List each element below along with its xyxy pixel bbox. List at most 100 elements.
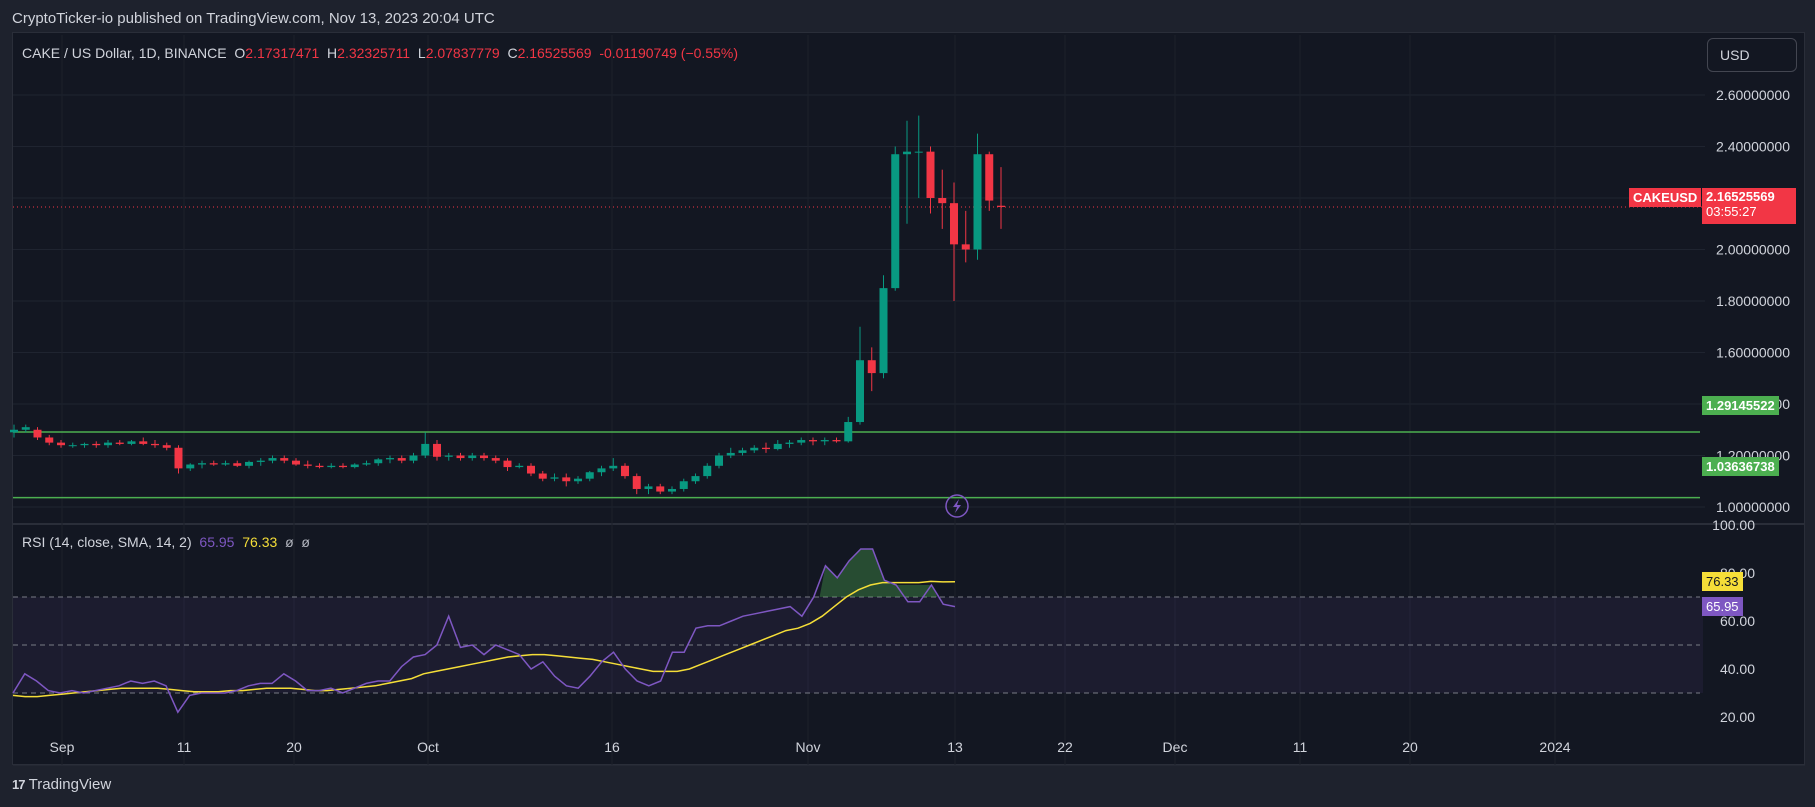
candle-body [21,427,30,430]
price-tick-label: 2.60000000 [1716,87,1790,103]
candle-body [362,463,371,465]
candle-body [468,455,477,459]
time-tick-label: 2024 [1539,739,1570,755]
candle-body [233,463,242,466]
time-tick-label: 22 [1057,739,1073,755]
candle-body [444,455,453,457]
candle-body [397,458,406,461]
last-price-tag: 2.16525569 03:55:27 [1702,188,1796,224]
rsi-tick-label: 60.00 [1720,613,1755,629]
time-tick-label: 13 [947,739,963,755]
support-high-tag: 1.29145522 [1702,396,1779,415]
candle-body [621,465,629,477]
candle-body [844,422,853,442]
rsi-tick-label: 100.00 [1712,517,1755,533]
candle-body [668,488,676,492]
candle-body [421,443,430,456]
candle-body [738,450,747,453]
time-tick-label: Nov [796,739,821,755]
currency-button[interactable]: USD [1707,38,1797,72]
candle-body [867,360,876,374]
high-value: 2.32325711 [337,45,411,61]
high-label: H [327,45,338,61]
candle-body [268,458,277,461]
candle-body [386,458,394,460]
candle-body [303,464,312,466]
candle-body [997,205,1005,208]
candle-body [186,464,195,469]
candle-body [726,452,735,456]
candle-body [374,459,383,464]
candle-body [139,441,148,444]
candle-body [879,288,888,374]
rsi-sma-tag: 76.33 [1702,572,1743,591]
time-tick-label: 20 [1402,739,1418,755]
candle-body [762,447,770,450]
candle-body [632,476,641,489]
time-tick-label: 11 [177,739,192,755]
candle-body [715,455,723,466]
candle-body [938,198,947,204]
rsi-indicator-label[interactable]: RSI (14, close, SMA, 14, 2) [22,534,192,550]
candle-body [985,154,994,201]
symbol-label[interactable]: CAKE / US Dollar, 1D, BINANCE [22,45,227,61]
chart-frame[interactable] [12,32,1805,765]
footer-brand: TradingView [28,776,112,793]
rsi-legend-value: 65.95 [199,534,235,550]
candle-body [903,151,911,155]
candle-body [33,429,42,438]
candle-body [914,151,923,153]
candle-body [950,203,958,245]
rsi-legend: RSI (14, close, SMA, 14, 2) 65.95 76.33 … [22,534,310,550]
rsi-extra-2: ø [301,534,310,550]
low-label: L [417,45,426,61]
candle-body [926,151,935,198]
candle-body [456,455,465,459]
candle-body [773,443,782,450]
rsi-tick-label: 40.00 [1720,661,1755,677]
time-tick-label: Dec [1163,739,1188,755]
price-legend: CAKE / US Dollar, 1D, BINANCE O2.1731747… [22,45,738,61]
time-tick-label: 20 [286,739,302,755]
candle-body [597,468,606,473]
time-tick-label: Sep [50,739,75,755]
candle-body [292,460,300,465]
close-value: 2.16525569 [517,45,592,61]
candle-body [409,455,418,461]
candle-body [209,463,218,465]
price-tick-label: 1.60000000 [1716,345,1790,361]
low-value: 2.07837779 [425,45,500,61]
candle-body [832,440,841,442]
candle-body [45,437,54,443]
candle-body [679,481,688,489]
candle-body [198,463,206,465]
published-caption: CryptoTicker-io published on TradingView… [12,10,495,27]
candle-body [820,440,829,442]
candle-body [350,464,359,468]
candle-body [339,465,347,468]
symbol-price-tag: CAKEUSD [1629,188,1702,207]
rsi-series-line [12,548,956,714]
candle-body [115,442,124,444]
candle-body [491,458,500,461]
candle-body [691,476,700,482]
rsi-extra-1: ø [285,534,294,550]
candle-body [785,442,794,444]
candle-body [280,458,289,461]
candle-body [585,472,594,479]
tradingview-logo-icon: 17 [12,777,26,792]
candle-body [961,244,970,250]
candle-body [127,441,136,444]
candle-body [503,460,512,468]
candle-body [10,429,18,433]
candle-body [174,447,183,469]
candle-body [550,477,559,479]
time-tick-label: Oct [417,739,439,755]
candle-body [515,465,524,468]
tradingview-logo[interactable]: 17 TradingView [12,776,111,793]
rsi-overbought-fill [819,549,938,597]
candle-body [574,478,582,482]
time-tick-label: 16 [604,739,620,755]
candle-body [57,442,65,446]
